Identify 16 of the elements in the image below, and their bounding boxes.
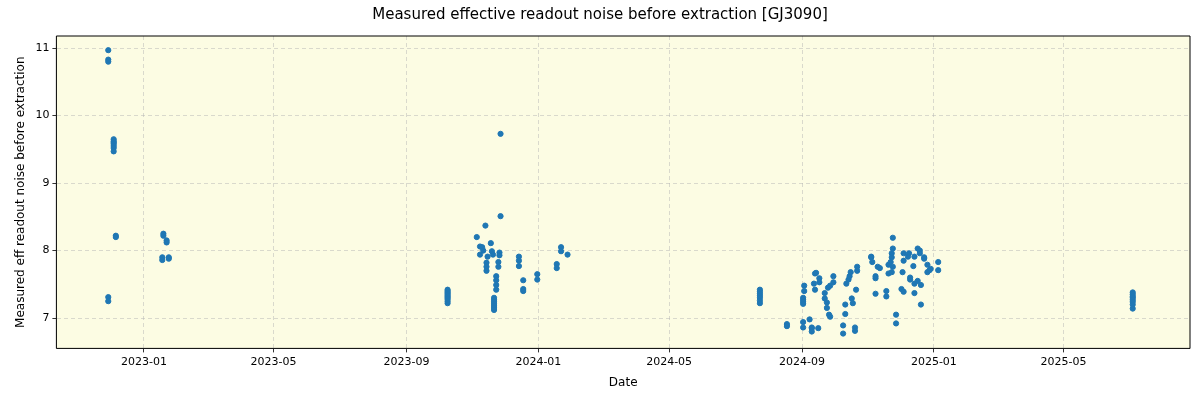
- x-axis-title: Date: [608, 374, 638, 389]
- x-tick-label: 2024-09: [779, 354, 826, 368]
- x-tick-label: 2025-05: [1040, 354, 1087, 368]
- x-tick-label: 2023-09: [383, 354, 430, 368]
- x-tick-label: 2023-01: [120, 354, 167, 368]
- y-tick-label: 7: [42, 310, 50, 324]
- chart-title: Measured effective readout noise before extraction [GJ3090]: [372, 4, 828, 23]
- y-tick-label: 10: [35, 108, 50, 122]
- y-axis-title: Measured eff readout noise before extraction: [13, 56, 28, 328]
- y-tick-label: 11: [35, 41, 50, 54]
- x-tick-label: 2024-05: [646, 354, 693, 368]
- x-tick-label: 2024-01: [515, 354, 562, 368]
- y-tick-label: 9: [42, 175, 50, 189]
- y-tick-label: 8: [42, 243, 50, 257]
- x-tick-label: 2023-05: [250, 354, 297, 368]
- x-tick-label: 2025-01: [910, 354, 957, 368]
